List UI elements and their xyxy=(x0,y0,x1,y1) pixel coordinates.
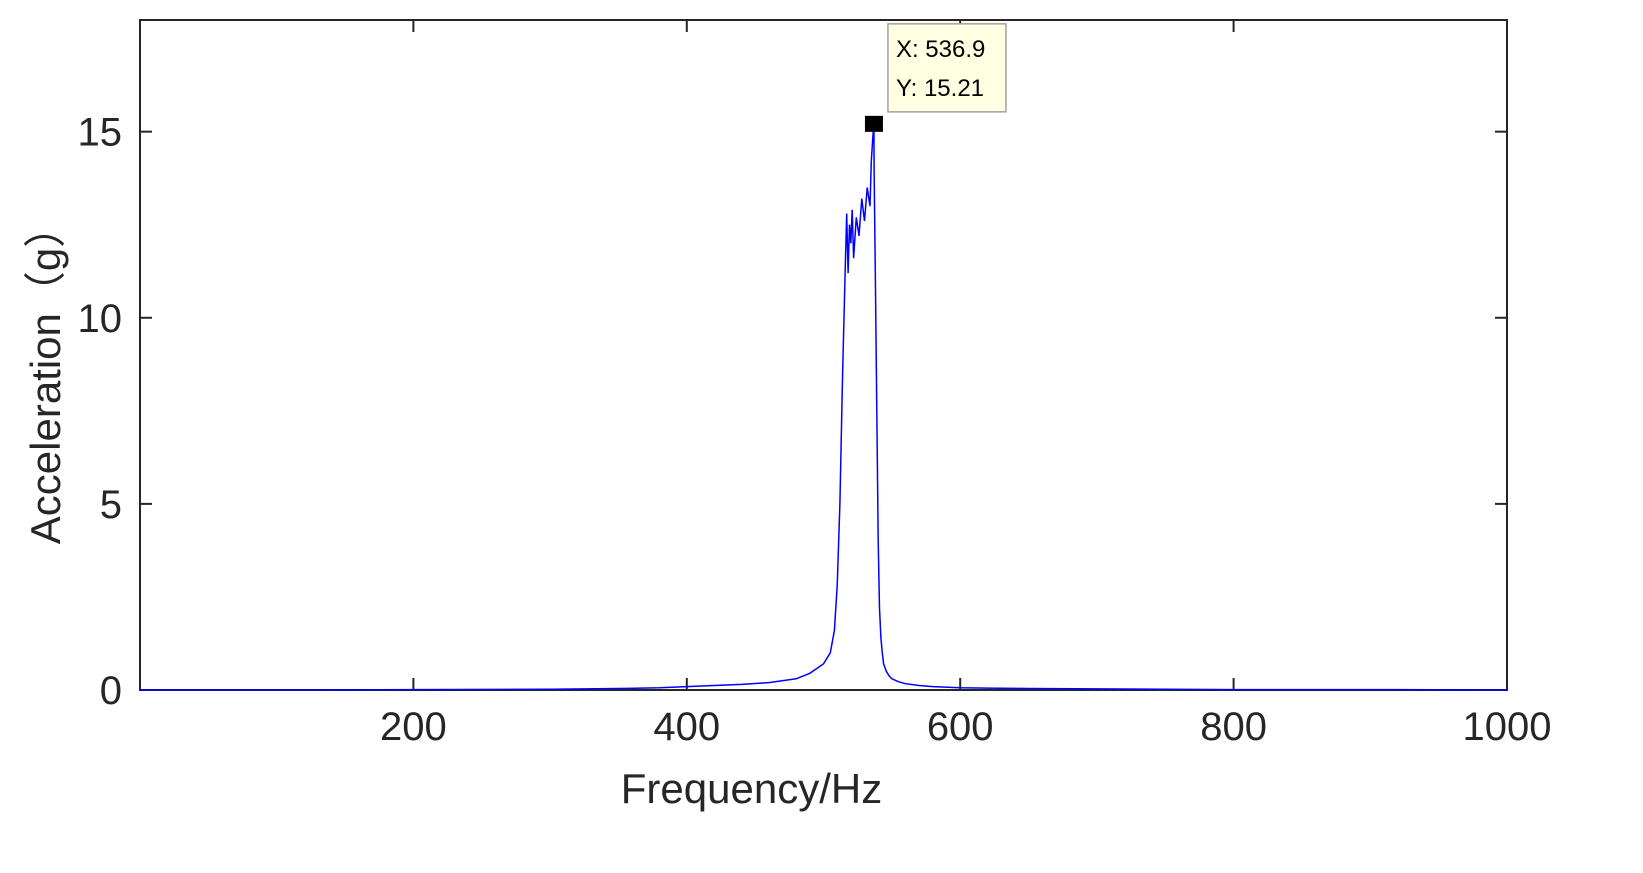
y-tick-label: 0 xyxy=(100,669,122,713)
plot-frame xyxy=(139,19,1508,691)
data-tip-box xyxy=(887,23,1007,113)
series-line xyxy=(140,123,1508,691)
x-axis-ticks: 200 400 600 800 1000 xyxy=(380,20,1551,749)
y-tick-label: 10 xyxy=(78,297,123,341)
y-axis-ticks: 0 5 10 15 xyxy=(78,111,1507,713)
x-tick-label: 800 xyxy=(1200,705,1267,749)
data-tip[interactable]: X: 536.9 Y: 15.21 xyxy=(864,23,1007,132)
y-tick-label: 5 xyxy=(100,483,122,527)
data-tip-x-text: X: 536.9 xyxy=(896,36,985,63)
x-tick-label: 200 xyxy=(380,705,447,749)
x-tick-label: 1000 xyxy=(1463,705,1552,749)
x-axis-label: Frequency/Hz xyxy=(621,765,882,812)
x-tick-label: 600 xyxy=(927,705,994,749)
data-tip-y-text: Y: 15.21 xyxy=(896,75,984,102)
x-tick-label: 400 xyxy=(653,705,720,749)
y-tick-label: 15 xyxy=(78,111,123,155)
data-tip-marker[interactable] xyxy=(864,115,883,132)
y-axis-label: Acceleration（g） xyxy=(22,206,69,544)
